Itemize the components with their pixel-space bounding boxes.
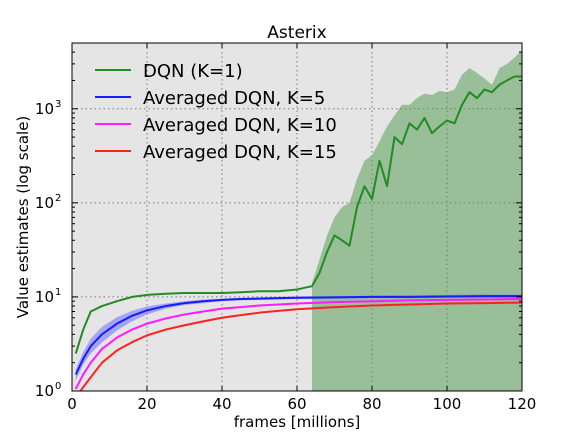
line-series-4 — [79, 301, 522, 391]
x-tick-label: 80 — [362, 395, 381, 413]
x-tick-label: 0 — [67, 395, 77, 413]
legend-label-2: Averaged DQN, K=5 — [143, 88, 325, 109]
x-tick-label: 100 — [433, 395, 462, 413]
legend-label-3: Averaged DQN, K=10 — [143, 115, 337, 136]
x-tick-label: 120 — [508, 395, 537, 413]
legend: DQN (K=1) Averaged DQN, K=5 Averaged DQN, … — [95, 61, 337, 163]
y-tick-label: 10 — [35, 194, 54, 212]
y-tick-exponent: 2 — [55, 193, 61, 204]
chart-title: Asterix — [267, 23, 326, 43]
x-tick-label: 20 — [137, 395, 156, 413]
y-tick-exponent: 3 — [55, 99, 61, 110]
x-axis-title: frames [millions] — [234, 413, 361, 431]
legend-label-4: Averaged DQN, K=15 — [143, 142, 337, 163]
y-axis-title: Value estimates (log scale) — [14, 116, 32, 319]
line-series-2 — [74, 295, 522, 375]
line-series-3 — [74, 298, 522, 390]
x-tick-label: 40 — [212, 395, 231, 413]
legend-label-1: DQN (K=1) — [143, 61, 243, 82]
y-tick-label: 10 — [35, 100, 54, 118]
y-tick-exponent: 1 — [55, 287, 61, 298]
line-series-1 — [74, 75, 522, 354]
y-tick-label: 10 — [35, 382, 54, 400]
x-tick-label: 60 — [287, 395, 306, 413]
y-tick-exponent: 0 — [55, 381, 61, 392]
series-lines — [74, 75, 522, 391]
y-tick-label: 10 — [35, 288, 54, 306]
